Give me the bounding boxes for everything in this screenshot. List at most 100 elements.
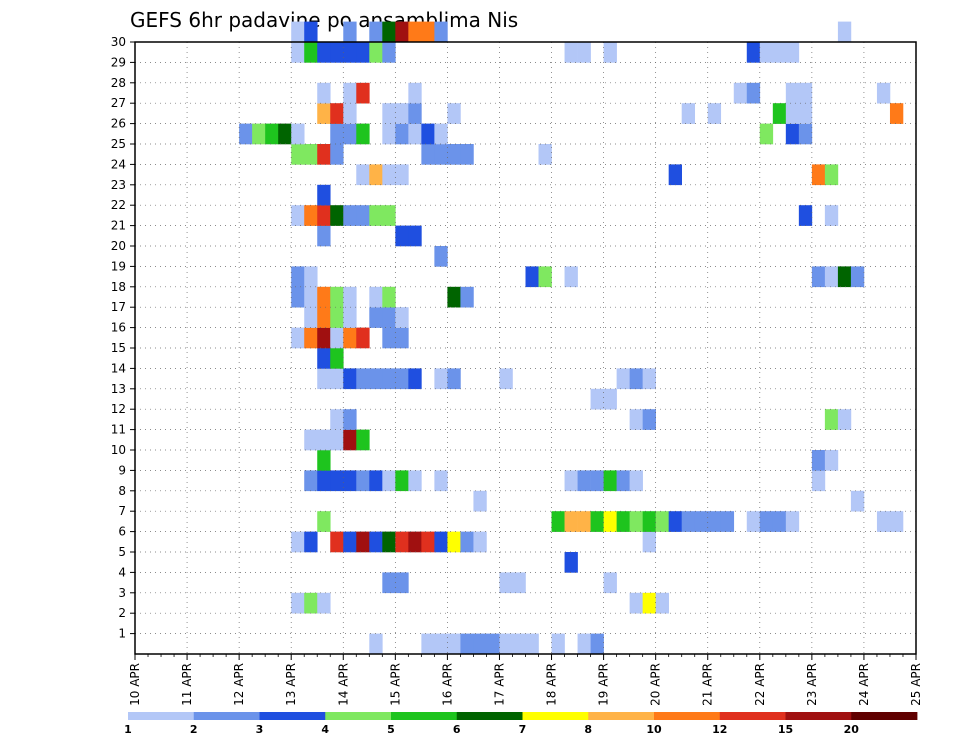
precip-cell xyxy=(603,42,617,63)
precip-cell xyxy=(356,123,370,145)
precip-cell xyxy=(330,368,344,390)
precip-cell xyxy=(564,470,578,492)
precip-cell xyxy=(499,368,513,390)
precip-cell xyxy=(642,592,656,614)
colorbar-label: 6 xyxy=(453,723,461,736)
precip-cell xyxy=(889,511,904,532)
colorbar-swatch xyxy=(193,712,260,720)
precip-cell xyxy=(304,266,318,288)
colorbar-label: 1 xyxy=(124,723,132,736)
precip-cell xyxy=(577,511,591,532)
precip-cell xyxy=(395,103,409,124)
precip-cell xyxy=(356,327,370,349)
precip-cell xyxy=(330,429,344,451)
precip-cell xyxy=(382,572,396,594)
y-tick-label: 26 xyxy=(111,117,126,131)
precip-cell xyxy=(564,511,578,532)
y-tick-label: 14 xyxy=(111,361,126,375)
precip-cell xyxy=(811,470,826,492)
precip-cell xyxy=(291,286,305,308)
y-tick-label: 10 xyxy=(111,443,126,457)
precip-cell xyxy=(304,470,318,492)
precip-cell xyxy=(577,633,591,655)
precip-cell xyxy=(733,82,748,104)
x-tick-label: 21 APR xyxy=(701,663,715,706)
precip-cell xyxy=(343,327,357,349)
precip-cell xyxy=(668,511,682,532)
precip-cell xyxy=(395,470,409,492)
precip-cell xyxy=(837,409,852,430)
colorbar-swatch xyxy=(259,712,326,720)
x-tick-label: 11 APR xyxy=(180,663,194,706)
y-tick-label: 16 xyxy=(111,321,126,335)
precip-cell xyxy=(447,531,461,553)
precip-cell xyxy=(525,633,539,655)
y-tick-label: 6 xyxy=(118,525,126,539)
precip-cell xyxy=(629,409,643,430)
precip-cell xyxy=(824,205,839,226)
precip-cell xyxy=(304,42,318,63)
colorbar-swatch xyxy=(325,712,392,720)
precip-cell xyxy=(772,103,787,124)
precip-cell xyxy=(577,42,591,63)
precip-cell xyxy=(850,490,865,512)
precip-cell xyxy=(317,144,331,165)
chart-title: GEFS 6hr padavine po ansamblima Nis xyxy=(130,8,518,32)
y-tick-label: 4 xyxy=(118,565,126,579)
precip-cell xyxy=(343,470,357,492)
x-tick-label: 23 APR xyxy=(805,663,819,706)
precip-cell xyxy=(642,511,656,532)
precip-cell xyxy=(564,552,578,573)
precip-cell xyxy=(473,490,487,512)
colorbar-swatch xyxy=(654,712,721,720)
y-tick-label: 11 xyxy=(111,423,126,437)
precip-cell xyxy=(369,531,383,553)
y-tick-label: 2 xyxy=(118,606,126,620)
precip-cell xyxy=(642,409,656,430)
y-tick-label: 27 xyxy=(111,96,126,110)
precip-cell xyxy=(317,592,331,614)
precip-cell xyxy=(564,42,578,63)
precip-cell xyxy=(343,103,357,124)
precip-cell xyxy=(369,205,383,226)
precip-cell xyxy=(590,633,604,655)
precip-cell xyxy=(343,123,357,145)
precip-cell xyxy=(759,511,774,532)
precip-cell xyxy=(382,164,396,186)
precip-cell xyxy=(330,144,344,165)
precip-cell xyxy=(798,205,813,226)
precip-cell xyxy=(382,205,396,226)
precip-cell xyxy=(434,531,448,553)
precip-cell xyxy=(590,388,604,410)
precip-cell xyxy=(616,511,630,532)
precip-cell xyxy=(291,42,305,63)
precip-cell xyxy=(460,144,474,165)
precip-cell xyxy=(408,368,422,390)
precip-cell xyxy=(408,82,422,104)
colorbar-swatch xyxy=(588,712,655,720)
precip-cell xyxy=(564,266,578,288)
precip-cell xyxy=(408,470,422,492)
precip-cell xyxy=(317,470,331,492)
precip-cell xyxy=(382,103,396,124)
precip-cell xyxy=(343,368,357,390)
colorbar-swatch xyxy=(391,712,458,720)
precip-cell xyxy=(616,368,630,390)
precip-cell xyxy=(824,450,839,471)
precip-cell xyxy=(395,531,409,553)
x-tick-label: 14 APR xyxy=(336,663,350,706)
precip-cell xyxy=(616,470,630,492)
precip-cell xyxy=(759,123,774,145)
precip-cell xyxy=(356,531,370,553)
precip-cell xyxy=(421,21,435,43)
colorbar-label: 15 xyxy=(778,723,793,736)
precip-cell xyxy=(629,368,643,390)
precip-cell xyxy=(590,511,604,532)
precip-cell xyxy=(317,511,331,532)
precip-cell xyxy=(317,42,331,63)
precip-cell xyxy=(395,368,409,390)
precip-cell xyxy=(395,164,409,186)
precip-cell xyxy=(278,123,292,145)
precip-cell xyxy=(538,266,552,288)
precip-cell xyxy=(369,368,383,390)
